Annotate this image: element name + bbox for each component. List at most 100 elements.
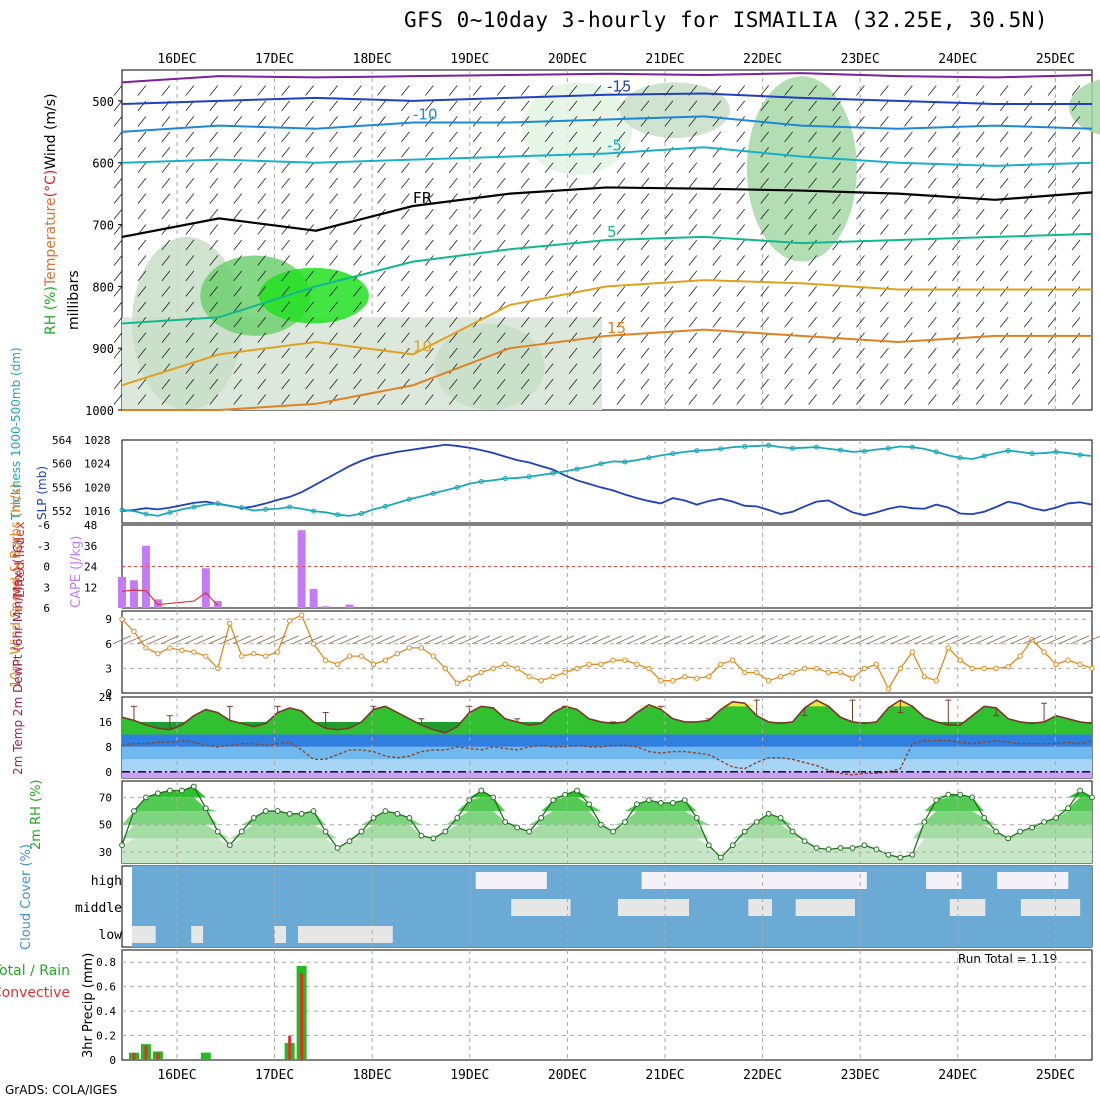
cloud-ylabel: Cloud Cover (%)	[19, 844, 34, 950]
wind-barb	[640, 255, 650, 266]
wind-barb	[544, 177, 554, 189]
wind-barb	[377, 301, 386, 313]
wind-barb	[951, 208, 961, 220]
wind-barb	[161, 255, 171, 266]
wind-barb	[329, 301, 338, 313]
wind-barb	[1047, 147, 1057, 158]
series-marker	[646, 455, 652, 461]
wind-barb	[209, 317, 219, 328]
wind-barb	[209, 332, 219, 343]
wind-barb	[951, 239, 961, 251]
rh-marker	[981, 815, 988, 821]
wind-barb	[425, 177, 434, 189]
wind-barb	[880, 301, 889, 313]
wind-barb	[760, 286, 769, 297]
wind-barb	[975, 347, 985, 359]
wind-barb	[1071, 332, 1081, 343]
wind-barb	[544, 332, 554, 343]
wind-barb	[1071, 177, 1081, 189]
wind-barb	[856, 317, 865, 328]
series-marker	[215, 500, 221, 506]
wind-speed-marker	[227, 620, 233, 626]
wind-barb	[113, 100, 123, 112]
series-marker	[335, 512, 341, 518]
wind-speed-marker	[370, 661, 377, 667]
series-marker	[143, 511, 149, 517]
wind-barb	[220, 635, 239, 645]
wind-speed-marker	[298, 612, 305, 618]
series-marker	[957, 455, 963, 461]
cape-bar	[141, 545, 150, 608]
wind-barb	[999, 224, 1009, 235]
temp-warm-area	[122, 700, 1092, 707]
wind-barb	[401, 131, 410, 143]
wind-barb	[472, 239, 482, 251]
wind-barb	[1023, 363, 1033, 374]
wind-barb	[544, 162, 554, 173]
wind-barb	[592, 301, 602, 313]
wind-barb	[951, 255, 961, 266]
wind-barb	[640, 177, 650, 189]
wind-barb	[975, 85, 985, 96]
wind-barb	[832, 208, 841, 220]
wind-barb	[113, 224, 123, 235]
wind-barb	[233, 177, 243, 189]
wind-barb	[232, 635, 251, 645]
wind-barb	[880, 270, 889, 282]
isotherm-line	[121, 92, 1092, 105]
slp-tick-label: 1028	[84, 434, 111, 447]
wind-barb	[928, 239, 937, 251]
cape-ylabel: CAPE (J/kg)	[69, 536, 84, 608]
wind-barb	[1023, 100, 1033, 112]
wind-barb	[951, 286, 961, 297]
wind-speed-marker	[813, 665, 820, 672]
wind-barb	[281, 286, 290, 297]
wind-barb	[281, 147, 290, 158]
ylabel-segment: RH (%)	[43, 286, 59, 335]
cape-tick-label: 24	[84, 561, 98, 574]
wind-barb	[1023, 286, 1033, 297]
wind-barb	[233, 317, 243, 328]
rh-marker	[226, 842, 233, 849]
wind-barb	[951, 317, 961, 328]
wind-barb	[305, 177, 314, 189]
wind-barb	[736, 394, 746, 405]
wind-barb	[544, 347, 554, 359]
date-label-bottom: 19DEC	[450, 1068, 489, 1083]
wind-barb	[113, 255, 123, 266]
wind-barb	[616, 317, 626, 328]
wind-barb	[843, 635, 862, 645]
wind-barb	[808, 394, 817, 405]
wind-barb	[904, 85, 913, 96]
wind-barb	[233, 193, 243, 204]
wind-barb	[520, 100, 530, 112]
wind-barb	[616, 270, 626, 282]
li-tick-label: 3	[43, 581, 50, 594]
wind-barb	[663, 635, 683, 645]
wind-barb	[377, 193, 386, 204]
date-label-top: 17DEC	[255, 52, 294, 67]
wind-barb	[1071, 131, 1081, 143]
wind-barb	[975, 162, 985, 173]
wind-barb	[209, 301, 219, 313]
wind-barb	[208, 635, 227, 645]
wind-barb	[880, 100, 889, 112]
wind-barb	[305, 131, 314, 143]
cape-bar	[345, 604, 354, 608]
wind-barb	[664, 177, 674, 189]
wind-barb	[137, 347, 147, 359]
wind-barb	[137, 193, 147, 204]
wind-barb	[425, 332, 434, 343]
wind-barb	[520, 162, 530, 173]
wind-barb	[808, 177, 817, 189]
wind-barb	[784, 193, 793, 204]
wind-barb	[928, 177, 937, 189]
wind-barb	[472, 131, 482, 143]
wind-barb	[904, 270, 913, 282]
wind-barb	[880, 239, 889, 251]
wind-barb	[209, 255, 219, 266]
cape-bar	[297, 530, 306, 608]
wind-barb	[928, 363, 937, 374]
wind-speed-marker	[658, 678, 664, 684]
wind-barb	[496, 363, 506, 374]
